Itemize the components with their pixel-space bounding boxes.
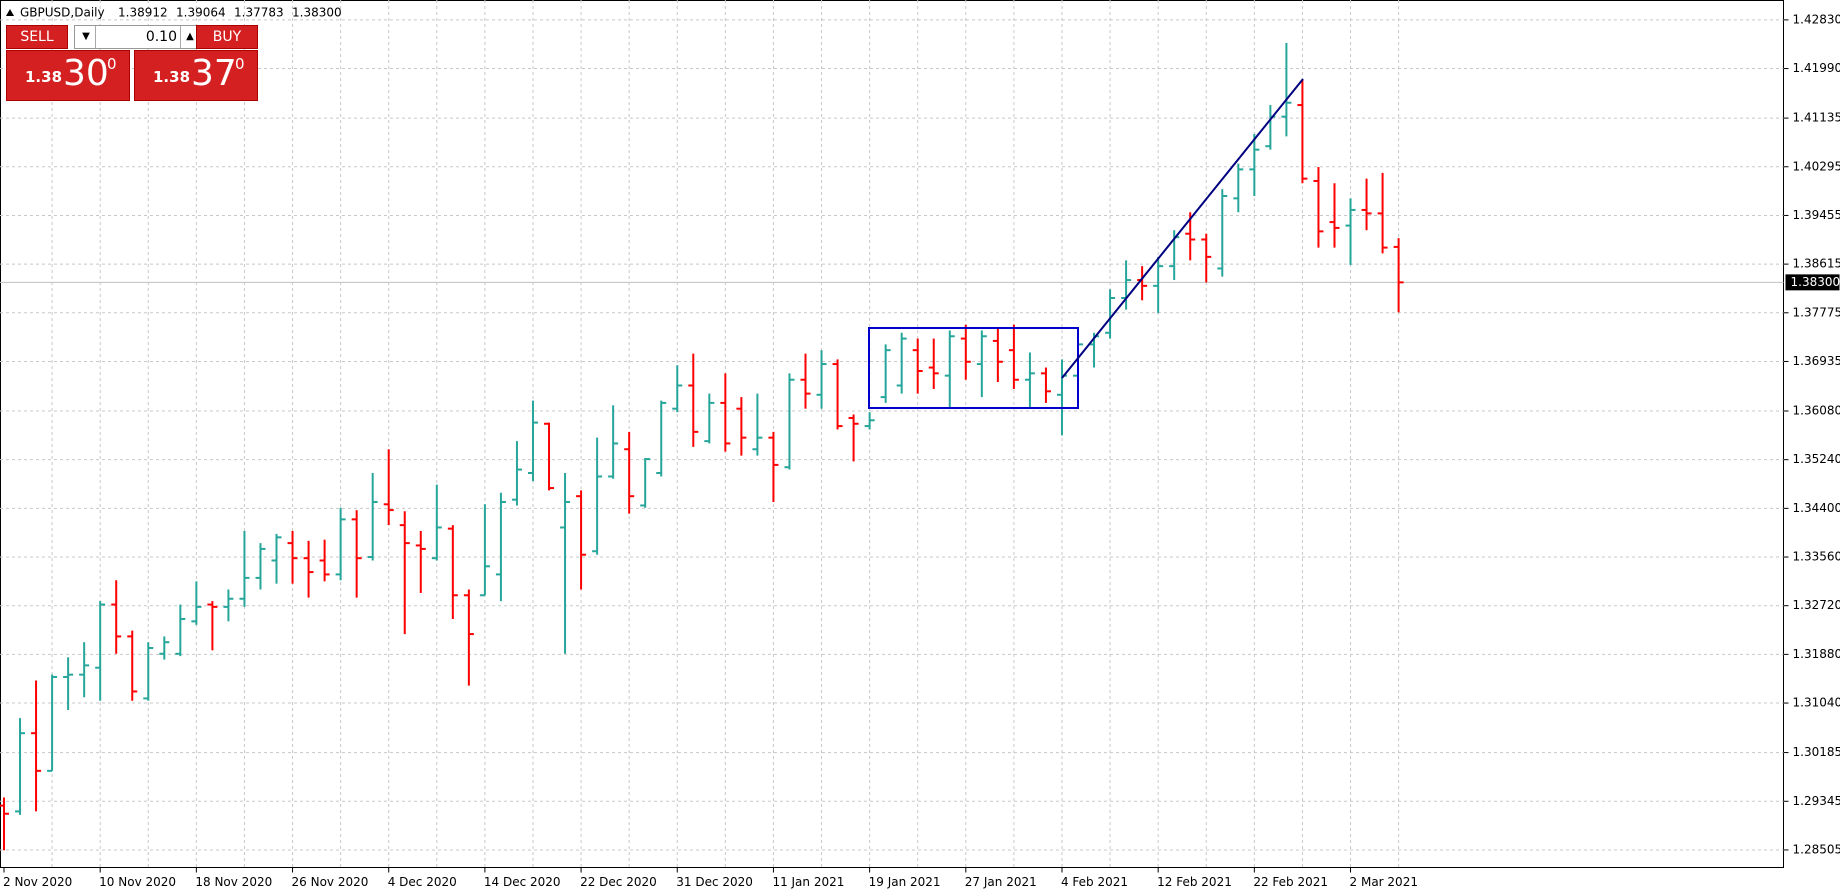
ask-small: 0 — [235, 55, 245, 73]
y-tick-label: 1.31880 — [1793, 647, 1840, 661]
x-tick-label: 2 Mar 2021 — [1350, 875, 1418, 889]
y-tick-label: 1.41990 — [1793, 61, 1840, 75]
trend-line — [1061, 78, 1304, 379]
y-tick-label: 1.42830 — [1793, 12, 1840, 26]
x-tick-label: 14 Dec 2020 — [484, 875, 561, 889]
y-tick-label: 1.28505 — [1793, 842, 1840, 856]
x-tick-label: 4 Dec 2020 — [388, 875, 457, 889]
y-tick-label: 1.30185 — [1793, 745, 1840, 759]
buy-button[interactable]: BUY — [196, 25, 258, 49]
symbol-label: GBPUSD,Daily — [20, 6, 105, 20]
rectangle-object — [868, 327, 1079, 409]
lot-down[interactable]: ▼ — [77, 26, 96, 48]
y-tick-label: 1.29345 — [1793, 794, 1840, 808]
x-tick-label: 19 Jan 2021 — [869, 875, 941, 889]
x-tick-label: 11 Jan 2021 — [772, 875, 844, 889]
y-tick-label: 1.41135 — [1793, 111, 1840, 125]
lot-up[interactable]: ▲ — [180, 26, 199, 48]
plot-frame — [0, 0, 1784, 868]
last-close: 1.38300 — [292, 6, 342, 20]
last-low: 1.37783 — [234, 6, 284, 20]
ask-big: 1.38 — [153, 68, 191, 86]
x-tick-label: 18 Nov 2020 — [195, 875, 272, 889]
y-tick-label: 1.31040 — [1793, 696, 1840, 710]
collapse-icon[interactable] — [6, 9, 14, 16]
y-tick-label: 1.38615 — [1793, 257, 1840, 271]
axes: 1.28505 1.29345 1.30185 1.31040 1.31880 1.327… — [3, 12, 1840, 889]
last-high: 1.39064 — [176, 6, 226, 20]
x-tick-label: 2 Nov 2020 — [3, 875, 72, 889]
grid — [0, 0, 1784, 868]
x-tick-label: 27 Jan 2021 — [965, 875, 1037, 889]
x-tick-label: 12 Feb 2021 — [1157, 875, 1232, 889]
y-tick-label: 1.34400 — [1793, 501, 1840, 515]
y-tick-label: 1.37775 — [1793, 305, 1840, 319]
current-price-label: 1.38300 — [1791, 275, 1840, 289]
last-open: 1.38912 — [118, 6, 168, 20]
bid-box[interactable]: 1.38 30 0 — [6, 50, 130, 101]
y-tick-label: 1.39455 — [1793, 208, 1840, 222]
current-price-box — [1785, 274, 1840, 291]
y-tick-label: 1.35240 — [1793, 452, 1840, 466]
bid-big: 1.38 — [25, 68, 63, 86]
lot-input[interactable]: ▼ 0.10 ▲ — [74, 25, 202, 49]
ask-box[interactable]: 1.38 37 0 — [134, 50, 258, 101]
y-tick-label: 1.36935 — [1793, 354, 1840, 368]
y-tick-label: 1.36080 — [1793, 404, 1840, 418]
y-tick-label: 1.40295 — [1793, 159, 1840, 173]
x-tick-label: 26 Nov 2020 — [292, 875, 369, 889]
ask-main: 37 — [191, 53, 237, 94]
y-tick-label: 1.32720 — [1793, 598, 1840, 612]
bars — [0, 43, 1404, 851]
trade-panel: SELL ▼ 0.10 ▲ BUY 1.38 30 0 1.38 37 0 — [6, 25, 258, 101]
y-tick-label: 1.33560 — [1793, 550, 1840, 564]
x-tick-label: 22 Feb 2021 — [1253, 875, 1328, 889]
bid-main: 30 — [63, 53, 109, 94]
lot-value: 0.10 — [145, 29, 177, 45]
x-tick-label: 31 Dec 2020 — [676, 875, 753, 889]
bid-small: 0 — [107, 55, 117, 73]
sell-button[interactable]: SELL — [6, 25, 68, 49]
x-tick-label: 22 Dec 2020 — [580, 875, 657, 889]
x-tick-label: 10 Nov 2020 — [99, 875, 176, 889]
x-tick-label: 4 Feb 2021 — [1061, 875, 1128, 889]
